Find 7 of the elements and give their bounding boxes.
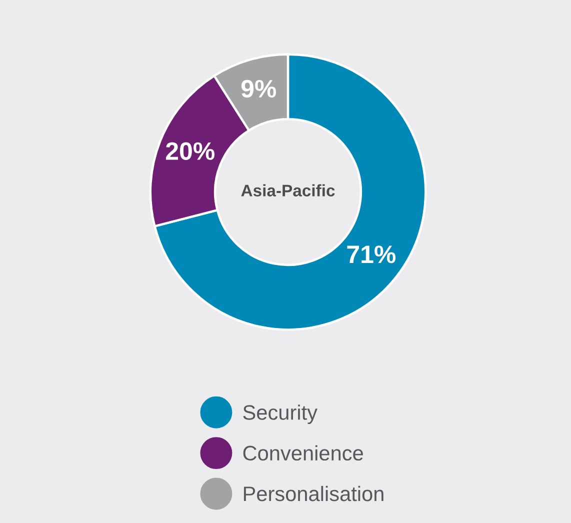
data-label: 71% bbox=[347, 246, 396, 264]
data-label: 9% bbox=[241, 80, 276, 98]
data-label: 20% bbox=[166, 142, 214, 160]
text: Asia-Pacific bbox=[241, 184, 335, 196]
legend-label: Convenience bbox=[243, 445, 363, 461]
legend-label: Security bbox=[243, 404, 318, 424]
legend-label: Personalisation bbox=[244, 486, 384, 502]
